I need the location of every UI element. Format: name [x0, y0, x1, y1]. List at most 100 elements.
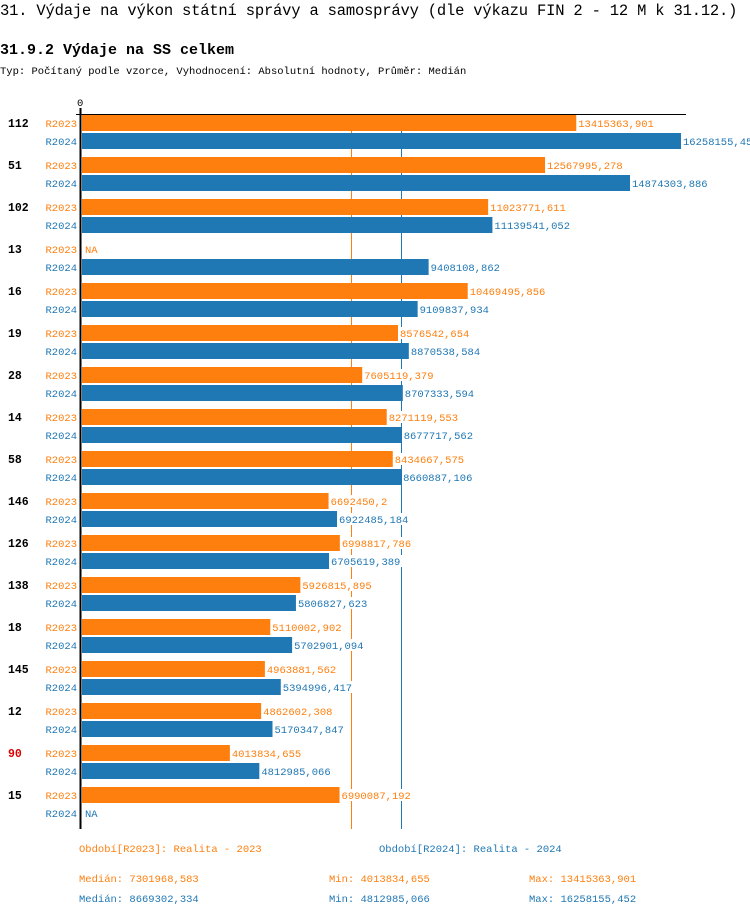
- bar-r2024: [82, 427, 402, 443]
- category-label: 112: [8, 118, 29, 131]
- legend-r2023: Období[R2023]: Realita - 2023: [79, 844, 262, 856]
- series-label: R2023: [45, 791, 77, 803]
- bar-r2023: [82, 493, 329, 509]
- series-label: R2023: [45, 245, 77, 257]
- series-label: R2023: [45, 497, 77, 509]
- x-tick-label: 0: [77, 98, 83, 110]
- value-label: 5806827,623: [298, 599, 367, 611]
- category-label: 51: [8, 160, 22, 173]
- value-label-bg: [631, 177, 713, 189]
- category-label: 102: [8, 202, 29, 215]
- value-label: 4812985,066: [261, 767, 330, 779]
- category-label: 146: [8, 496, 29, 509]
- bar-r2023: [82, 157, 546, 173]
- value-label-bg: [301, 579, 376, 591]
- bar-r2023: [82, 451, 393, 467]
- category-label: 18: [8, 622, 22, 635]
- value-label-bg: [577, 117, 659, 129]
- value-label-bg: [338, 513, 413, 525]
- bar-r2024: [82, 217, 493, 233]
- bar-r2024: [82, 553, 330, 569]
- value-label: 6692450,2: [331, 497, 388, 509]
- bar-r2024: [82, 595, 296, 611]
- value-label-bg: [429, 261, 505, 273]
- bar-r2023: [82, 199, 489, 215]
- stat-max-r2024: Max: 16258155,452: [529, 894, 637, 906]
- value-label: 8707333,594: [405, 389, 474, 401]
- series-label: R2023: [45, 119, 77, 131]
- value-label: 5702901,094: [294, 641, 363, 653]
- series-label: R2023: [45, 455, 77, 467]
- bar-r2024: [82, 679, 281, 695]
- value-label: 10469495,856: [470, 287, 546, 299]
- category-label: 126: [8, 538, 29, 551]
- value-label-bg: [340, 537, 416, 549]
- value-label-bg: [387, 411, 463, 423]
- value-label-bg: [489, 201, 571, 213]
- bar-r2023: [82, 661, 265, 677]
- category-label: 90: [8, 748, 22, 761]
- value-label: 6990087,192: [342, 791, 411, 803]
- value-label-bg: [230, 747, 306, 759]
- category-label: 14: [8, 412, 22, 425]
- value-label: 6998817,786: [342, 539, 411, 551]
- stat-median-r2023: Medián: 7301968,583: [79, 874, 199, 886]
- category-label: 12: [8, 706, 22, 719]
- value-label-bg: [402, 429, 478, 441]
- value-label: 5394996,417: [283, 683, 352, 695]
- bar-r2024: [82, 637, 293, 653]
- value-label-bg: [293, 639, 368, 651]
- category-label: 28: [8, 370, 22, 383]
- bar-r2023: [82, 283, 468, 299]
- bar-r2024: [82, 511, 338, 527]
- value-label-bg: [273, 723, 349, 735]
- value-label-bg: [363, 369, 438, 381]
- bar-r2023: [82, 745, 230, 761]
- series-label: R2023: [45, 413, 77, 425]
- bar-r2024: [82, 385, 403, 401]
- bar-r2023: [82, 703, 262, 719]
- value-label: 8271119,553: [389, 413, 458, 425]
- value-label: 9109837,934: [420, 305, 489, 317]
- value-label: 6922485,184: [339, 515, 408, 527]
- value-label: 8870538,584: [411, 347, 480, 359]
- series-label: R2024: [45, 641, 77, 653]
- value-label-bg: [296, 597, 372, 609]
- series-label: R2023: [45, 371, 77, 383]
- legend-r2024: Období[R2024]: Realita - 2024: [379, 844, 562, 856]
- series-label: R2023: [45, 707, 77, 719]
- stat-min-r2023: Min: 4013834,655: [329, 874, 430, 886]
- value-label-bg: [262, 705, 337, 717]
- bar-r2024: [82, 133, 681, 149]
- value-label: 4862602,308: [263, 707, 332, 719]
- series-label: R2024: [45, 137, 77, 149]
- series-label: R2024: [45, 515, 77, 527]
- value-label: NA: [85, 245, 98, 257]
- series-label: R2024: [45, 305, 77, 317]
- value-label-bg: [265, 663, 341, 675]
- series-label: R2024: [45, 179, 77, 191]
- bar-r2023: [82, 115, 577, 131]
- bar-r2023: [82, 577, 301, 593]
- value-label: 7605119,379: [364, 371, 433, 383]
- value-label: 8576542,654: [400, 329, 469, 341]
- bar-r2024: [82, 259, 429, 275]
- stat-max-r2023: Max: 13415363,901: [529, 874, 637, 886]
- value-label: 8677717,562: [404, 431, 473, 443]
- value-label: 13415363,901: [578, 119, 654, 131]
- bar-r2023: [82, 409, 387, 425]
- value-label: 5110002,902: [272, 623, 341, 635]
- bar-r2024: [82, 343, 409, 359]
- series-label: R2024: [45, 809, 77, 821]
- series-label: R2024: [45, 431, 77, 443]
- series-label: R2024: [45, 263, 77, 275]
- value-label-bg: [418, 303, 494, 315]
- series-label: R2024: [45, 683, 77, 695]
- bar-r2023: [82, 535, 340, 551]
- value-label-bg: [271, 621, 346, 633]
- series-label: R2023: [45, 749, 77, 761]
- value-label-bg: [393, 453, 469, 465]
- value-label: 16258155,45: [683, 137, 750, 149]
- stat-median-r2024: Medián: 8669302,334: [79, 894, 199, 906]
